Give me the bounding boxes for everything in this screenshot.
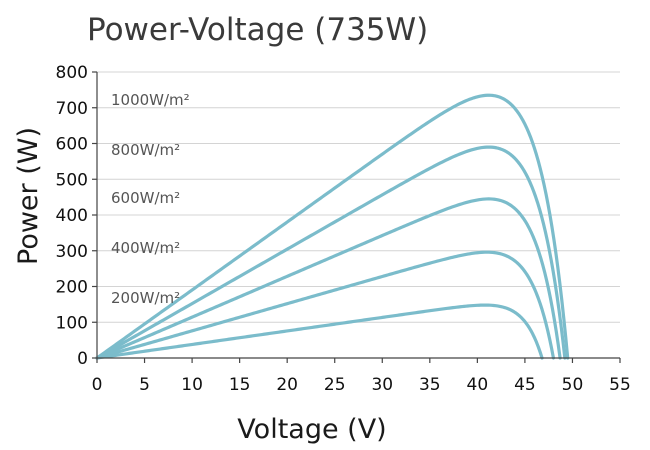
x-tick-label-50: 50 — [562, 375, 584, 395]
x-axis-label: Voltage (V) — [237, 414, 386, 445]
x-tick-label-20: 20 — [276, 375, 298, 395]
y-axis-label: Power (W) — [13, 127, 44, 265]
y-tick-label-0: 0 — [77, 349, 88, 369]
y-tick-label-200: 200 — [56, 278, 88, 298]
y-tick-label-600: 600 — [56, 135, 88, 155]
series-line-4 — [95, 303, 544, 360]
x-tick-label-5: 5 — [139, 375, 150, 395]
x-tick-label-0: 0 — [92, 375, 103, 395]
chart-title: Power-Voltage (735W) — [87, 12, 428, 48]
y-tick-label-700: 700 — [56, 99, 88, 119]
series-label-0: 1000W/m² — [111, 91, 190, 109]
series-line-0 — [95, 93, 570, 360]
series-line-3 — [95, 250, 556, 360]
axis-layer: 0 100 200 300 400 500 600 700 800 0 5 10 15 20 25 30 35 4… — [56, 63, 631, 395]
series-line-1 — [95, 145, 567, 360]
series-label-1: 800W/m² — [111, 141, 180, 159]
series-label-3: 400W/m² — [111, 239, 180, 257]
x-tick-label-40: 40 — [467, 375, 489, 395]
x-tick-label-45: 45 — [514, 375, 536, 395]
label-layer: 1000W/m² 800W/m² 600W/m² 400W/m² 200W/m² — [111, 91, 190, 307]
y-tick-label-400: 400 — [56, 206, 88, 226]
y-tick-label-500: 500 — [56, 170, 88, 190]
x-tick-label-55: 55 — [609, 375, 631, 395]
y-tick-label-100: 100 — [56, 313, 88, 333]
series-line-2 — [95, 197, 562, 360]
y-tick-label-800: 800 — [56, 63, 88, 83]
y-tick-label-300: 300 — [56, 242, 88, 262]
x-tick-label-10: 10 — [181, 375, 203, 395]
series-label-4: 200W/m² — [111, 289, 180, 307]
series-label-2: 600W/m² — [111, 189, 180, 207]
x-tick-label-25: 25 — [324, 375, 346, 395]
grid-layer — [97, 71, 620, 323]
x-tick-label-30: 30 — [371, 375, 393, 395]
curve-layer — [95, 93, 570, 360]
x-tick-label-35: 35 — [419, 375, 441, 395]
x-tick-label-15: 15 — [229, 375, 251, 395]
